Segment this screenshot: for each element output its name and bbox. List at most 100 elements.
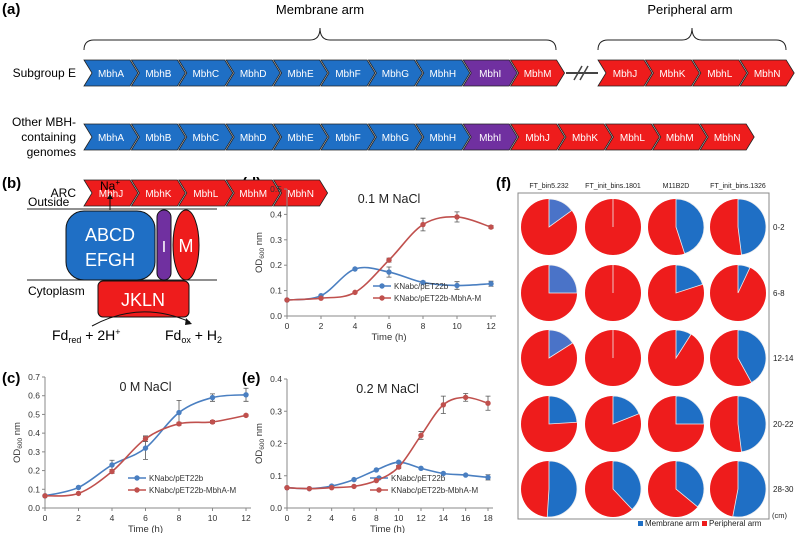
panel-label-f: (f) (496, 175, 511, 192)
pie-chart (585, 265, 641, 321)
gene-label: MbhJ (99, 189, 123, 200)
pie-chart (585, 199, 641, 255)
gene-label: MbhM (239, 189, 267, 200)
y-tick-label: 0.2 (270, 439, 282, 449)
data-point (351, 476, 357, 483)
gene-label: MbhC (192, 69, 219, 80)
depth-label: 6-8 (773, 289, 785, 298)
y-tick-label: 0.3 (270, 406, 282, 416)
y-tick-label: 0.2 (28, 466, 40, 476)
gene-label: MbhN (754, 69, 781, 80)
y-tick-label: 0.1 (270, 471, 282, 481)
gene-arrow-shape (699, 123, 755, 151)
pie-chart (710, 460, 767, 518)
x-tick-label: 10 (394, 513, 404, 523)
data-point (418, 465, 424, 472)
gene-label: MbhD (240, 133, 267, 144)
gene-arrow-shape (739, 59, 795, 87)
gene-arrow-mbhk: MbhK (130, 179, 186, 207)
pie-slice-membrane (546, 460, 578, 518)
abcd-label: ABCD (85, 225, 135, 245)
x-tick-label: 16 (461, 513, 471, 523)
gene-label: MbhG (382, 69, 409, 80)
pie-grid-frame (517, 192, 770, 520)
data-point (373, 477, 380, 484)
gene-label: MbhH (429, 133, 456, 144)
gene-arrow-mbhh: MbhH (415, 59, 471, 87)
data-point (328, 484, 335, 491)
pie-slice-membrane (737, 395, 767, 453)
gene-arrow-mbhd: MbhD (225, 123, 281, 151)
peripheral-arm-label: Peripheral arm (647, 2, 732, 17)
chart-c: 0.0 0.1 0.2 0.3 0.4 0.5 0.6 0.7 0 2 4 6 8 10 12 Time (h… (12, 372, 251, 533)
gene-arrow-shape (130, 179, 186, 207)
y-tick-label: 0.4 (270, 209, 282, 219)
gene-arrow-shape (462, 123, 518, 151)
gene-arrow-mbhb: MbhB (130, 59, 186, 87)
gene-arrow-shape (509, 123, 566, 151)
gene-arrow-mbhh: MbhH (415, 123, 471, 151)
pie-slice-membrane (548, 264, 578, 294)
m-label: M (179, 236, 194, 256)
outside-label: Outside (28, 195, 70, 209)
gene-arrow-mbhj: MbhJ (509, 123, 566, 151)
gene-arrow-shape (644, 59, 700, 87)
data-point (176, 409, 182, 416)
y-tick-label: 0.5 (270, 184, 282, 194)
x-tick-label: 2 (319, 321, 324, 331)
chart-title: 0 M NaCl (119, 380, 171, 394)
gene-arrow-shape (178, 59, 234, 87)
gene-label: MbhN (287, 189, 314, 200)
chart-e: 0.0 0.1 0.2 0.3 0.4 0 2 4 6 8 10 12 14 16 18 Time (h) OD… (254, 374, 493, 533)
pie-slice-membrane (732, 460, 767, 518)
column-header: M11B2D (663, 183, 690, 190)
y-tick-label: 0.0 (270, 503, 282, 513)
x-tick-label: 8 (421, 321, 426, 331)
column-header: FT_init_bins.1326 (710, 183, 766, 190)
pie-slice-membrane (548, 395, 578, 425)
x-tick-label: 4 (353, 321, 358, 331)
gene-label: MbhM (524, 69, 552, 80)
gene-label: MbhB (145, 69, 171, 80)
data-point (306, 485, 313, 492)
gene-arrow-shape (178, 123, 234, 151)
subunit-abcdefgh (65, 210, 156, 281)
gene-arrow-shape (367, 123, 423, 151)
gene-arrow-shape (225, 179, 281, 207)
data-point (440, 470, 447, 477)
data-point (420, 279, 426, 286)
pie-chart (521, 460, 578, 518)
gene-label: MbhI (479, 133, 501, 144)
pie-chart (521, 198, 577, 255)
x-axis-title: Time (h) (371, 332, 406, 343)
x-axis-title: Time (h) (370, 524, 405, 533)
data-point (75, 490, 82, 497)
x-tick-label: 4 (329, 513, 334, 523)
y-tick-label: 0.1 (28, 484, 40, 494)
gene-cluster-panel: Membrane arm Peripheral arm Subgroup E Mb… (12, 2, 795, 207)
gene-arrow-mbhn: MbhN (699, 123, 755, 151)
legend-label-peripheral: Peripheral arm (709, 519, 762, 528)
x-tick-label: 8 (177, 513, 182, 523)
panel-label-c: (c) (2, 370, 20, 387)
gene-arrow-shape (415, 59, 471, 87)
data-point (75, 484, 82, 491)
x-tick-label: 18 (483, 513, 493, 523)
data-point (42, 493, 48, 499)
legend-swatch-peripheral (702, 521, 707, 526)
column-header: FT_init_bins.1801 (585, 183, 641, 190)
chart-title: 0.2 M NaCl (356, 382, 419, 396)
gene-arrow-shape (367, 59, 423, 87)
gene-arrow-mbhl: MbhL (692, 59, 748, 87)
data-point (454, 214, 460, 220)
x-axis-title: Time (h) (128, 524, 163, 533)
gene-arrow-mbhc: MbhC (178, 123, 234, 151)
y-tick-label: 0.6 (28, 391, 40, 401)
gene-arrow-mbhm: MbhM (652, 123, 708, 151)
data-point (142, 445, 149, 451)
pie-chart (585, 460, 642, 517)
legend-label-membrane: Membrane arm (645, 519, 700, 528)
depth-label: 28-30 (773, 485, 794, 494)
x-tick-label: 6 (352, 513, 357, 523)
subunit-jkln (97, 280, 190, 318)
